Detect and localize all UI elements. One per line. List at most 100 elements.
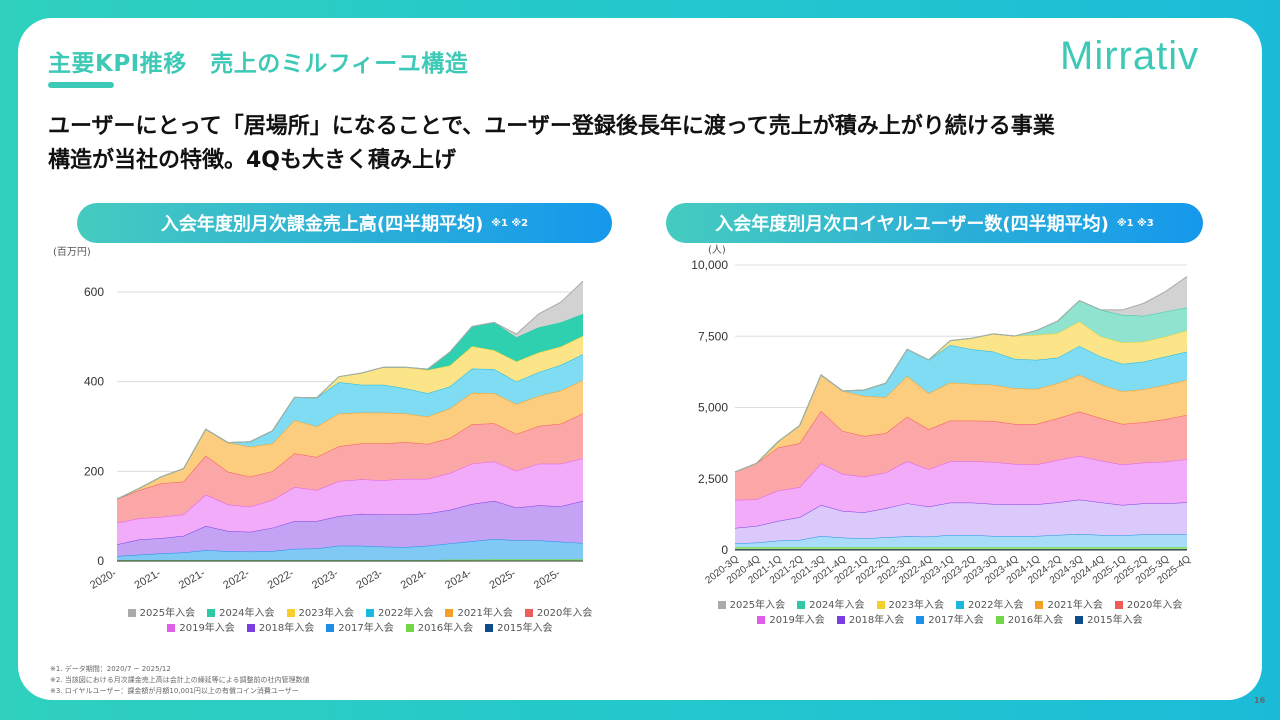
area-2020-cohort: [117, 413, 583, 523]
footnote-3: ※3. ロイヤルユーザー：課金額が月額10,001円以上の有償コイン消費ユーザー: [50, 687, 299, 695]
area-2024-cohort: [735, 300, 1187, 472]
x-tick-label: 2020-: [88, 567, 119, 592]
footnotes: ※1. データ期間：2020/7 ~ 2025/12 ※2. 当該図における月次…: [50, 664, 310, 697]
legend-item[interactable]: 2015年入会: [485, 621, 553, 636]
revenue-chart-title-text: 入会年度別月次課金売上高(四半期平均): [160, 214, 484, 235]
legend-label: 2016年入会: [1007, 615, 1064, 626]
legend-swatch: [1035, 601, 1044, 609]
legend-label: 2015年入会: [1087, 615, 1143, 626]
legend-swatch: [207, 609, 216, 617]
y-tick-label: 10,000: [691, 258, 728, 272]
legend-swatch: [326, 624, 335, 632]
royal-users-chart-title-text: 入会年度別月次ロイヤルユーザー数(四半期平均): [715, 214, 1109, 235]
legend-swatch: [127, 609, 136, 617]
legend-swatch: [995, 616, 1004, 624]
area-2017-cohort: [735, 533, 1187, 548]
legend-label: 2019年入会: [179, 623, 235, 634]
legend-swatch: [286, 609, 295, 617]
x-tick-label: 2023-: [354, 567, 385, 592]
legend-item[interactable]: 2017年入会: [916, 613, 984, 628]
legend-row: 2019年入会 2018年入会 2017年入会 2016年入会 2015年入会: [100, 621, 620, 636]
area-2019-cohort: [117, 458, 583, 545]
legend-item[interactable]: 2021年入会: [445, 606, 513, 621]
legend-item[interactable]: 2021年入会: [1035, 598, 1103, 613]
lead-line-1: ユーザーにとって「居場所」になることで、ユーザー登録後長年に渡って売上が積み上が…: [48, 114, 1055, 139]
y-tick-label: 200: [84, 464, 104, 478]
legend-label: 2017年入会: [338, 623, 394, 634]
legend-swatch: [524, 609, 533, 617]
legend-label: 2019年入会: [769, 615, 825, 626]
legend-swatch: [366, 609, 374, 617]
legend-item[interactable]: 2019年入会: [167, 621, 235, 636]
legend-label: 2023年入会: [298, 608, 354, 619]
legend-label: 2023年入会: [888, 600, 944, 611]
legend-swatch: [916, 616, 925, 624]
royal-users-unit-label: (人): [708, 245, 726, 256]
legend-item[interactable]: 2020年入会: [524, 606, 592, 621]
royal-users-chart-title: 入会年度別月次ロイヤルユーザー数(四半期平均) ※1 ※3: [666, 203, 1203, 243]
lead-text: ユーザーにとって「居場所」になることで、ユーザー登録後長年に渡って売上が積み上が…: [48, 110, 1055, 178]
royal-users-chart-note: ※1 ※3: [1116, 217, 1154, 229]
legend-swatch: [405, 624, 414, 632]
area-2021-cohort: [735, 374, 1187, 472]
legend-item[interactable]: 2020年入会: [1114, 598, 1183, 613]
legend-item[interactable]: 2024年入会: [207, 606, 275, 621]
legend-item[interactable]: 2025年入会: [717, 598, 786, 613]
legend-label: 2022年入会: [968, 600, 1024, 611]
legend-label: 2020年入会: [1126, 600, 1183, 611]
y-tick-label: 600: [84, 285, 104, 299]
legend-swatch: [956, 601, 964, 609]
x-tick-label: 2023-: [310, 567, 341, 592]
legend-label: 2024年入会: [219, 608, 275, 619]
legend-swatch: [797, 601, 806, 609]
legend-item[interactable]: 2016年入会: [995, 613, 1064, 628]
y-tick-label: 400: [84, 375, 104, 389]
legend-label: 2018年入会: [258, 623, 315, 634]
legend-label: 2025年入会: [729, 600, 786, 611]
area-2018-cohort: [735, 499, 1187, 544]
legend-swatch: [1114, 601, 1123, 609]
lead-line-2: 構造が当社の特徴。4Qも大きく積み上げ: [48, 148, 457, 173]
legend-item[interactable]: 2016年入会: [405, 621, 474, 636]
legend-item[interactable]: 2024年入会: [797, 598, 865, 613]
legend-item[interactable]: 2017年入会: [326, 621, 394, 636]
x-tick-label: 2025-: [488, 567, 519, 592]
legend-swatch: [717, 601, 726, 609]
page-number: 16: [1254, 696, 1266, 705]
legend-swatch: [757, 616, 766, 624]
revenue-legend: 2025年入会 2024年入会 2023年入会 2022年入会 2021年入会 2020年…: [100, 606, 620, 636]
legend-item[interactable]: 2015年入会: [1075, 613, 1143, 628]
legend-label: 2025年入会: [139, 608, 196, 619]
legend-item[interactable]: 2022年入会: [366, 606, 433, 621]
area-2017-cohort: [117, 539, 583, 561]
legend-swatch: [876, 601, 885, 609]
legend-label: 2024年入会: [809, 600, 865, 611]
legend-item[interactable]: 2018年入会: [246, 621, 315, 636]
legend-item[interactable]: 2023年入会: [286, 606, 354, 621]
royal-users-legend: 2025年入会 2024年入会 2023年入会 2022年入会 2021年入会 2020年…: [690, 598, 1210, 628]
y-tick-label: 5,000: [698, 401, 728, 415]
page-title: 主要KPI推移 売上のミルフィーユ構造: [48, 51, 469, 77]
legend-item[interactable]: 2023年入会: [876, 598, 944, 613]
area-2018-cohort: [117, 500, 583, 557]
revenue-chart: 0 200 400 600 2020- 2021- 2021- 2022- 2022- 2023-…: [84, 280, 584, 592]
legend-label: 2018年入会: [848, 615, 905, 626]
legend-item[interactable]: 2025年入会: [127, 606, 196, 621]
footnote-1: ※1. データ期間：2020/7 ~ 2025/12: [50, 665, 171, 673]
x-tick-label: 2022-: [266, 567, 297, 592]
legend-swatch: [167, 624, 176, 632]
legend-item[interactable]: 2022年入会: [956, 598, 1023, 613]
legend-swatch: [246, 624, 255, 632]
title-underline: [48, 82, 114, 88]
y-tick-label: 0: [97, 554, 104, 568]
area-2024-cohort: [117, 313, 583, 500]
legend-item[interactable]: 2019年入会: [757, 613, 825, 628]
x-tick-label: 2025-: [532, 567, 563, 592]
legend-item[interactable]: 2018年入会: [836, 613, 905, 628]
legend-swatch: [445, 609, 454, 617]
legend-label: 2016年入会: [417, 623, 474, 634]
legend-row: 2025年入会 2024年入会 2023年入会 2022年入会 2021年入会 2020年…: [100, 606, 620, 621]
x-tick-label: 2021-: [177, 567, 208, 592]
legend-label: 2015年入会: [497, 623, 553, 634]
